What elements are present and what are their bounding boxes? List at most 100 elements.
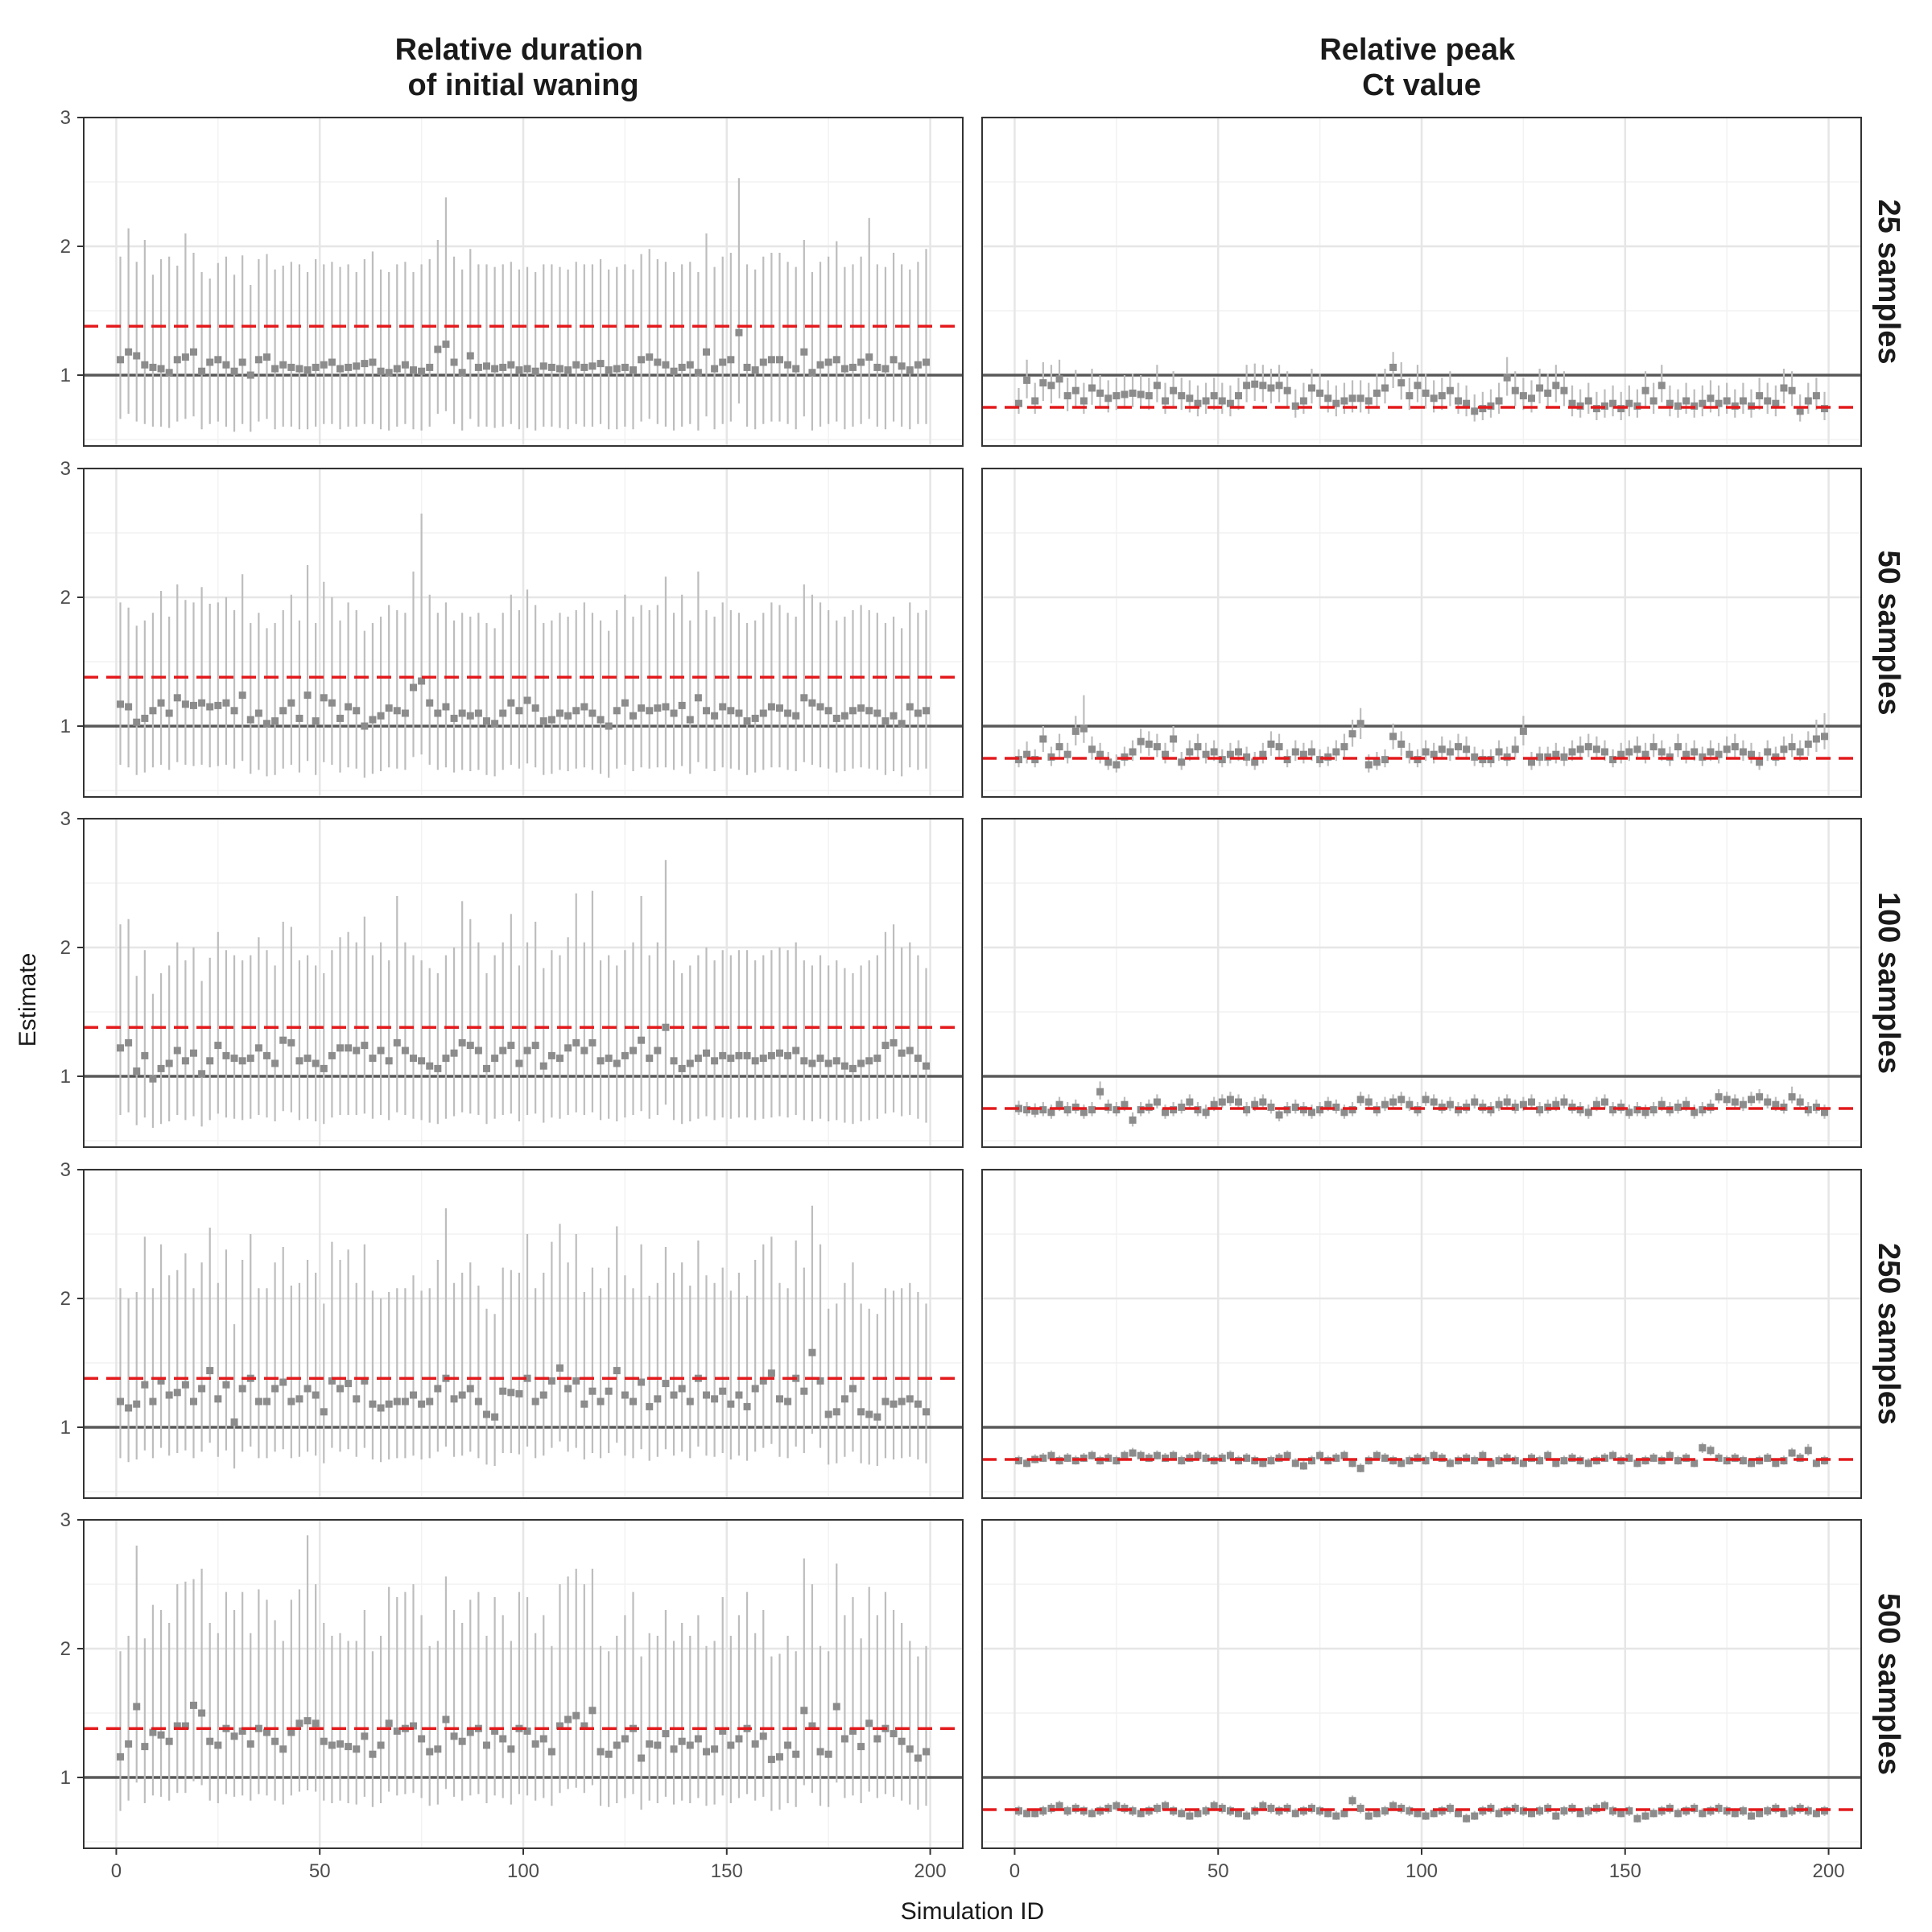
estimate-point: [890, 1400, 898, 1408]
estimate-point: [1194, 399, 1202, 407]
column-title-duration-line1: Relative duration: [395, 33, 643, 67]
estimate-point: [149, 363, 157, 371]
estimate-point: [1015, 399, 1022, 407]
y-tick-label: 3: [60, 458, 71, 480]
estimate-point: [1625, 399, 1633, 407]
estimate-point: [1682, 1100, 1690, 1108]
estimate-point: [1088, 1451, 1096, 1459]
estimate-point: [1699, 1810, 1707, 1818]
estimate-point: [881, 1397, 890, 1406]
estimate-point: [840, 712, 848, 720]
estimate-point: [1430, 394, 1438, 402]
estimate-point: [1438, 745, 1446, 753]
estimate-point: [206, 1367, 214, 1375]
estimate-point: [474, 363, 482, 371]
estimate-point: [564, 1385, 572, 1393]
estimate-point: [1560, 753, 1568, 761]
estimate-point: [1641, 1108, 1649, 1117]
panel-peak-ct-50-samples: [981, 467, 1862, 798]
estimate-point: [1739, 397, 1747, 405]
estimate-point: [923, 1748, 930, 1756]
estimate-point: [214, 1042, 222, 1050]
estimate-point: [1267, 740, 1275, 748]
estimate-point: [336, 1385, 344, 1393]
estimate-point: [881, 365, 890, 373]
estimate-point: [808, 1348, 816, 1356]
estimate-point: [1080, 724, 1088, 733]
estimate-point: [1218, 756, 1226, 764]
estimate-point: [711, 712, 719, 720]
estimate-point: [1519, 392, 1527, 400]
estimate-point: [1528, 758, 1535, 766]
estimate-point: [751, 1057, 759, 1065]
estimate-point: [507, 1745, 515, 1753]
estimate-point: [1756, 392, 1764, 400]
estimate-point: [165, 369, 173, 377]
panels-group: 1 2 3 1 2 3 1 2 3 1 2 3 1 2 3: [60, 107, 1862, 1849]
estimate-point: [434, 1745, 442, 1753]
estimate-point: [450, 714, 458, 722]
estimate-point: [246, 1740, 254, 1748]
estimate-point: [1137, 737, 1145, 745]
estimate-point: [458, 709, 466, 717]
estimate-point: [1446, 1459, 1454, 1468]
estimate-point: [426, 1397, 434, 1406]
estimate-point: [1430, 1098, 1438, 1106]
estimate-point: [181, 1722, 189, 1730]
estimate-point: [271, 1059, 279, 1067]
estimate-point: [1666, 1451, 1674, 1459]
estimate-point: [605, 366, 613, 374]
estimate-point: [279, 707, 287, 715]
estimate-point: [654, 704, 662, 712]
estimate-point: [654, 1395, 662, 1403]
estimate-point: [1039, 379, 1047, 387]
estimate-point: [1088, 1810, 1096, 1818]
estimate-point: [890, 1038, 898, 1046]
estimate-point: [1633, 1459, 1641, 1468]
estimate-point: [523, 696, 531, 704]
estimate-point: [230, 1732, 238, 1740]
estimate-point: [458, 1737, 466, 1745]
estimate-point: [1674, 743, 1682, 751]
estimate-point: [816, 1055, 824, 1063]
estimate-point: [727, 356, 735, 364]
estimate-point: [906, 1395, 914, 1403]
x-tick-label: 0: [1009, 1860, 1020, 1882]
estimate-point: [662, 1730, 670, 1738]
estimate-point: [727, 1055, 735, 1063]
estimate-point: [816, 703, 824, 711]
estimate-point: [1324, 1100, 1332, 1108]
estimate-point: [1389, 363, 1397, 371]
estimate-point: [1291, 1810, 1299, 1818]
estimate-point: [1299, 397, 1307, 405]
estimate-point: [1316, 1807, 1324, 1815]
estimate-point: [1592, 745, 1600, 753]
estimate-point: [1657, 382, 1666, 390]
estimate-point: [1129, 1116, 1137, 1124]
panel-peak-ct-25-samples: [981, 116, 1862, 447]
estimate-point: [1536, 1106, 1544, 1114]
estimate-point: [1772, 1459, 1780, 1468]
estimate-point: [1406, 392, 1414, 400]
estimate-point: [320, 1737, 328, 1745]
estimate-point: [1406, 750, 1414, 758]
estimate-point: [1137, 390, 1145, 398]
estimate-point: [1202, 750, 1210, 758]
estimate-point: [1063, 392, 1071, 400]
estimate-point: [1381, 384, 1389, 392]
estimate-point: [1170, 735, 1178, 743]
estimate-point: [1202, 1807, 1210, 1815]
estimate-point: [1511, 386, 1519, 394]
estimate-point: [605, 722, 613, 730]
estimate-point: [1235, 1810, 1242, 1818]
estimate-point: [458, 1038, 466, 1046]
estimate-point: [564, 712, 572, 720]
estimate-point: [515, 707, 523, 715]
estimate-point: [483, 717, 490, 725]
estimate-point: [1471, 1457, 1479, 1465]
estimate-point: [206, 358, 214, 366]
estimate-point: [1340, 1810, 1348, 1818]
estimate-point: [686, 361, 694, 369]
estimate-point: [483, 362, 490, 370]
estimate-point: [401, 361, 409, 369]
